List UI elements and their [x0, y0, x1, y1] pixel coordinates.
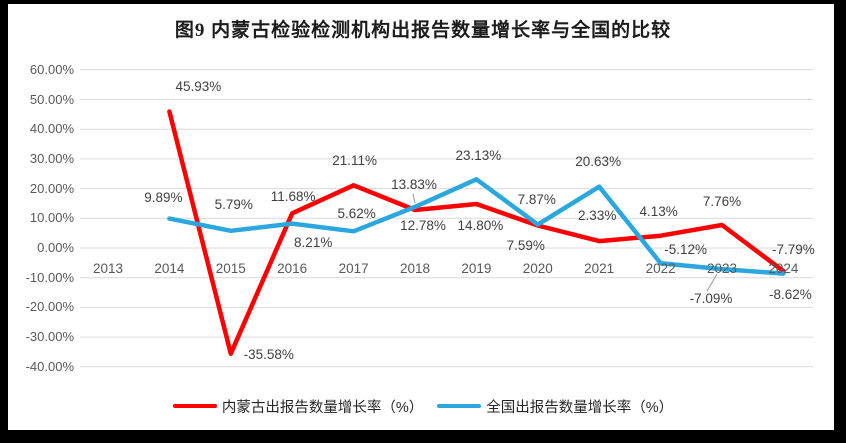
data-label-series-0: 11.68% [270, 189, 316, 205]
data-label-series-1: -5.12% [664, 242, 707, 258]
data-label-series-1: -8.62% [769, 286, 812, 302]
x-tick-label: 2021 [584, 261, 615, 276]
x-tick-label: 2022 [645, 261, 676, 276]
legend: 内蒙古出报告数量增长率（%） 全国出报告数量增长率（%） [0, 394, 846, 418]
data-label-series-0: 4.13% [639, 203, 678, 219]
x-tick-label: 2020 [522, 261, 553, 276]
legend-label: 内蒙古出报告数量增长率（%） [221, 399, 424, 416]
data-label-series-0: 12.78% [400, 218, 446, 234]
chart-title: 图9 内蒙古检验检测机构出报告数量增长率与全国的比较 [174, 20, 672, 41]
x-tick-label: 2015 [215, 261, 246, 276]
chart-canvas [8, 4, 834, 430]
data-label-series-0: -35.58% [243, 346, 294, 362]
data-label-series-0: 45.93% [175, 78, 222, 94]
x-tick-label: 2013 [92, 261, 124, 276]
data-label-series-0: 7.59% [506, 238, 545, 254]
y-tick-label: 10.00% [29, 210, 74, 226]
x-tick-label: 2019 [461, 261, 492, 276]
x-tick-label: 2014 [154, 261, 185, 276]
data-label-series-0: 14.80% [457, 218, 504, 234]
data-label-series-0: 7.76% [702, 193, 742, 209]
legend-item-1: 全国出报告数量增长率（%） [437, 396, 673, 417]
data-label-series-1: 9.89% [144, 189, 183, 205]
data-label-series-1: 8.21% [294, 234, 333, 250]
series-line-0 [167, 109, 786, 356]
data-label-series-1: 5.62% [337, 206, 376, 222]
data-label-series-1: 20.63% [575, 153, 622, 169]
data-label-series-0: 21.11% [332, 153, 377, 169]
data-label-series-0: -7.79% [772, 242, 815, 258]
x-tick-label: 2018 [399, 261, 431, 276]
y-tick-label: -10.00% [25, 269, 74, 285]
series-line-1 [167, 177, 786, 276]
data-label-series-0: 2.33% [578, 208, 617, 224]
data-label-series-1: -7.09% [689, 291, 733, 307]
y-tick-label: -30.00% [25, 329, 74, 345]
y-tick-label: 0.00% [37, 240, 74, 255]
legend-label: 全国出报告数量增长率（%） [486, 399, 674, 416]
x-tick-label: 2016 [277, 261, 308, 276]
y-tick-label: -20.00% [25, 299, 74, 315]
data-label-series-1: 23.13% [455, 148, 502, 164]
y-tick-label: 30.00% [29, 150, 74, 166]
label-leader-line [412, 193, 416, 204]
y-tick-label: 40.00% [29, 121, 74, 137]
y-tick-label: 60.00% [29, 61, 74, 77]
legend-item-0: 内蒙古出报告数量增长率（%） [172, 396, 424, 417]
x-tick-label: 2023 [706, 261, 738, 276]
x-tick-label: 2017 [338, 261, 369, 276]
data-label-series-1: 7.87% [517, 191, 556, 207]
legend-swatch-icon [437, 403, 482, 409]
x-tick-label: 2024 [768, 261, 799, 276]
y-tick-label: 50.00% [29, 91, 74, 107]
y-tick-label: -40.00% [25, 358, 74, 374]
label-leader-line [706, 273, 718, 292]
y-tick-label: 20.00% [29, 180, 74, 196]
data-label-series-1: 13.83% [391, 176, 437, 192]
data-label-series-1: 5.79% [214, 196, 253, 212]
legend-swatch-icon [172, 403, 217, 409]
